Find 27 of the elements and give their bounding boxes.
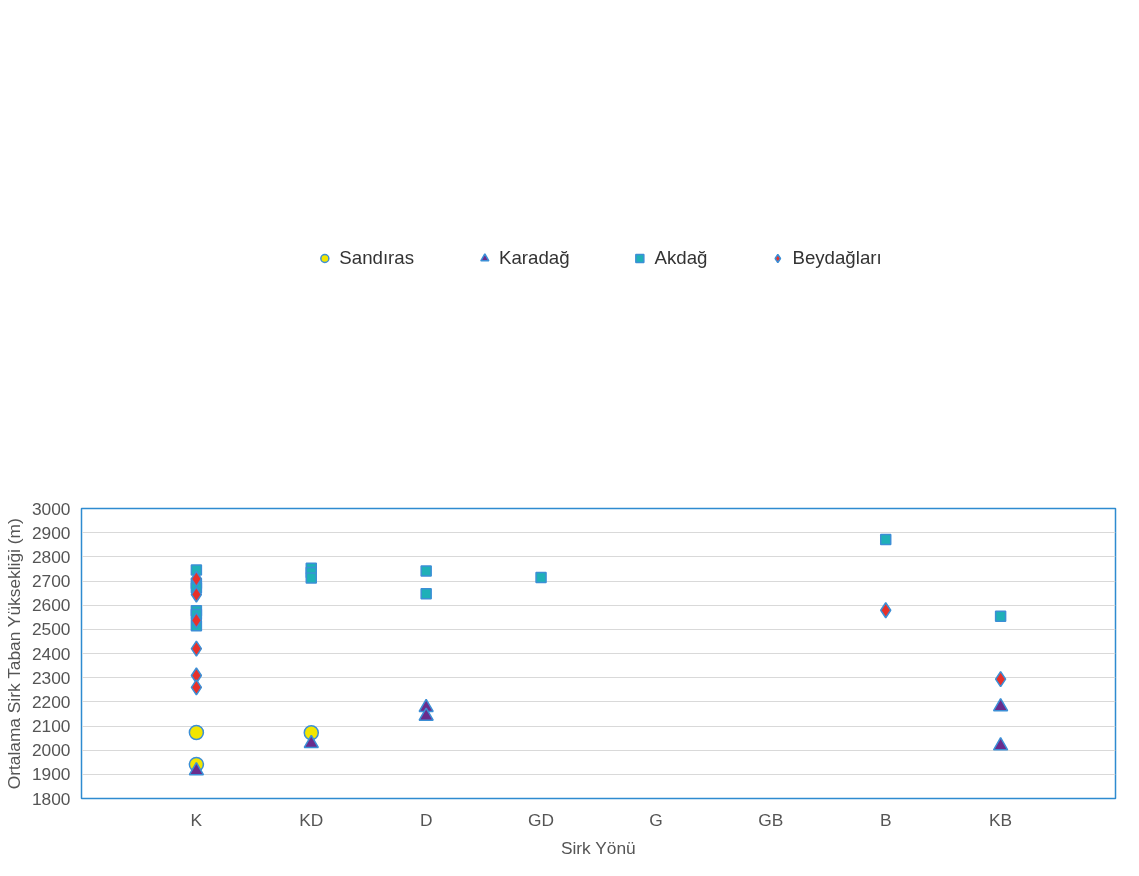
y-tick-label: 2400 [31, 643, 71, 664]
y-axis-title: Ortalama Sirk Taban Yüksekliği (m) [3, 518, 24, 790]
x-tick-label: K [190, 809, 203, 830]
y-tick-label: 2900 [31, 522, 71, 543]
y-tick-label: 2700 [31, 571, 71, 591]
y-tick-label: 2800 [31, 546, 71, 567]
y-tick-label: 2100 [31, 716, 71, 736]
x-tick-label: GD [528, 809, 555, 830]
x-tick-label: KB [989, 809, 1013, 830]
legend-label: Karadağ [499, 247, 570, 269]
y-tick-label: 1800 [31, 788, 71, 809]
y-tick-label: 2500 [31, 619, 71, 640]
y-tick-label: 2300 [31, 667, 71, 688]
x-tick-label: GB [758, 809, 784, 830]
legend-label: Beydağları [792, 247, 882, 269]
x-tick-label: B [879, 809, 892, 830]
x-axis-title: Sirk Yönü [560, 837, 636, 858]
x-tick-label: G [649, 809, 663, 830]
y-tick-label: 3000 [31, 498, 71, 519]
legend-label: Sandıras [339, 247, 415, 269]
y-tick-label: 2200 [31, 691, 71, 712]
y-tick-label: 2000 [31, 740, 71, 761]
x-tick-label: KD [299, 809, 324, 830]
y-tick-label: 2600 [31, 595, 71, 616]
y-tick-label: 1900 [31, 764, 71, 785]
x-tick-label: D [419, 809, 433, 830]
legend-label: Akdağ [654, 247, 708, 269]
